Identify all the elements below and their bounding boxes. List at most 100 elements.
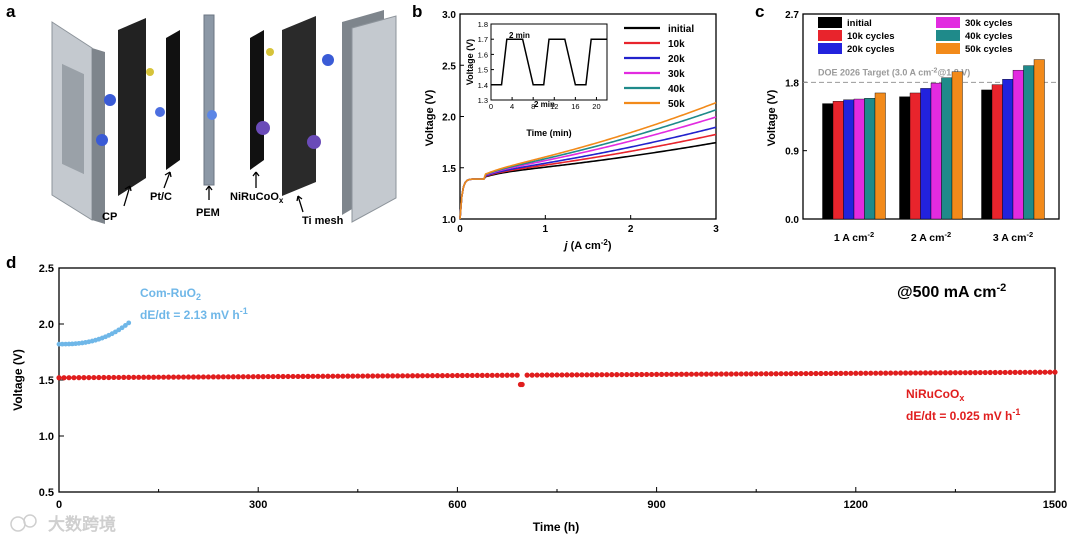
- com-ruo2-name-base: Com-RuO: [140, 286, 196, 300]
- point-niruocox: [888, 370, 894, 376]
- label-ti-mesh: Ti mesh: [302, 215, 344, 227]
- x-tick-label: 0: [56, 499, 62, 511]
- point-niruocox: [434, 373, 441, 379]
- point-niruocox: [315, 373, 321, 379]
- point-niruocox: [803, 370, 809, 377]
- com-ruo2-name: Com-RuO2: [140, 286, 201, 302]
- bar-0-5: [874, 92, 886, 220]
- point-niruocox: [992, 369, 998, 376]
- niruocox-rate: dE/dt = 0.025 mV h-1: [906, 407, 1020, 423]
- point-niruocox: [539, 372, 545, 378]
- panel-b-x-label-sup: -2: [601, 238, 609, 247]
- point-niruocox: [579, 372, 585, 378]
- point-niruocox: [1022, 369, 1028, 375]
- point-niruocox: [419, 373, 426, 379]
- panel-b-x-label-j: j: [562, 240, 568, 252]
- legend-label: 30k: [668, 69, 685, 80]
- point-com-ruo2: [59, 341, 65, 347]
- bar-1-4: [941, 77, 953, 220]
- point-niruocox: [160, 374, 167, 380]
- point-niruocox: [439, 373, 446, 379]
- cp-layer: [118, 18, 146, 196]
- legend-label: 10k cycles: [847, 31, 895, 42]
- point-niruocox: [270, 373, 276, 380]
- point-com-ruo2: [123, 323, 128, 328]
- x-tick-label: 900: [647, 499, 665, 511]
- point-niruocox: [753, 371, 759, 377]
- doe-target-label-a: DOE 2026 Target (3.0 A cm: [818, 67, 931, 77]
- point-niruocox: [464, 372, 470, 379]
- point-niruocox: [200, 374, 207, 380]
- inset-y-tick-label: 1.4: [478, 81, 488, 90]
- inset-y-tick-label: 1.7: [478, 35, 488, 44]
- point-niruocox: [654, 371, 660, 377]
- catalyst-layer: [250, 30, 264, 170]
- watermark-text: 大数跨境: [48, 514, 116, 534]
- point-niruocox: [967, 370, 973, 376]
- point-niruocox: [290, 373, 296, 380]
- point-niruocox: [1012, 369, 1018, 375]
- point-niruocox: [494, 372, 500, 378]
- com-ruo2-rate: dE/dt = 2.13 mV h-1: [140, 306, 248, 322]
- point-niruocox: [708, 371, 714, 377]
- point-niruocox: [977, 369, 983, 376]
- point-niruocox: [768, 371, 774, 377]
- point-niruocox: [793, 371, 799, 377]
- legend-label: initial: [847, 18, 872, 29]
- panel-b-y-label: Voltage (V): [424, 89, 436, 146]
- point-niruocox: [1042, 369, 1048, 375]
- point-niruocox: [663, 371, 670, 377]
- point-niruocox: [175, 374, 182, 380]
- panel-a-letter: a: [6, 2, 16, 21]
- point-niruocox: [1052, 369, 1058, 375]
- point-niruocox: [1017, 369, 1023, 375]
- point-niruocox: [300, 373, 306, 379]
- point-niruocox: [534, 372, 540, 378]
- point-niruocox: [604, 372, 610, 378]
- doe-target-label-sup: -2: [931, 67, 937, 74]
- point-niruocox: [96, 374, 102, 381]
- point-niruocox: [544, 372, 550, 378]
- condition-label-main: @500 mA cm: [897, 284, 997, 301]
- point-niruocox: [360, 373, 366, 379]
- point-niruocox: [788, 371, 794, 377]
- series-line-initial: [459, 141, 717, 220]
- watermark: 大数跨境: [10, 514, 116, 534]
- point-niruocox: [658, 371, 665, 377]
- label-cp: CP: [102, 211, 117, 223]
- category-label: 1 A cm-2: [834, 230, 874, 244]
- legend-swatch: [936, 17, 960, 28]
- point-niruocox-dip: [517, 381, 524, 388]
- point-niruocox: [514, 372, 520, 378]
- legend-label: 50k cycles: [965, 44, 1013, 55]
- y-tick-label: 1.8: [785, 78, 799, 89]
- point-niruocox: [141, 374, 147, 380]
- point-niruocox: [390, 373, 396, 379]
- point-niruocox: [409, 373, 416, 379]
- point-niruocox: [639, 371, 645, 378]
- series-line-30k: [459, 116, 717, 220]
- point-niruocox: [489, 372, 495, 378]
- point-niruocox: [260, 374, 266, 380]
- inset-x-tick-label: 0: [489, 102, 493, 111]
- point-niruocox: [594, 372, 600, 378]
- condition-label-sup: -2: [997, 282, 1007, 294]
- legend-label: 20k: [668, 54, 685, 65]
- point-niruocox: [549, 372, 555, 378]
- point-niruocox: [310, 373, 316, 379]
- point-niruocox: [599, 372, 605, 378]
- bar-1-1: [909, 92, 921, 220]
- point-niruocox: [584, 372, 590, 378]
- bar-1-0: [899, 96, 911, 220]
- y-tick-label: 1.0: [39, 431, 54, 443]
- point-niruocox: [868, 370, 874, 376]
- point-niruocox: [898, 370, 904, 376]
- point-niruocox: [808, 370, 814, 377]
- point-niruocox: [335, 373, 341, 379]
- y-tick-label: 1.5: [39, 375, 54, 387]
- point-niruocox: [71, 375, 77, 381]
- point-niruocox: [649, 371, 655, 378]
- oxygen-molecule-icon: [307, 135, 321, 149]
- panel-b-x-label-end: ): [608, 240, 612, 252]
- point-niruocox: [350, 373, 356, 379]
